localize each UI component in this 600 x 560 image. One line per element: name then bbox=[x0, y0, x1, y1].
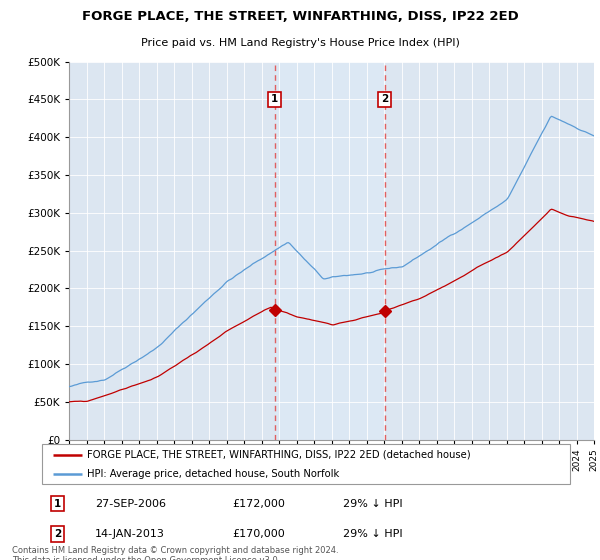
Text: 2: 2 bbox=[54, 529, 61, 539]
Text: FORGE PLACE, THE STREET, WINFARTHING, DISS, IP22 2ED: FORGE PLACE, THE STREET, WINFARTHING, DI… bbox=[82, 11, 518, 24]
Text: £172,000: £172,000 bbox=[232, 498, 285, 508]
Text: FORGE PLACE, THE STREET, WINFARTHING, DISS, IP22 2ED (detached house): FORGE PLACE, THE STREET, WINFARTHING, DI… bbox=[87, 450, 470, 460]
Text: 29% ↓ HPI: 29% ↓ HPI bbox=[343, 498, 403, 508]
Text: 2: 2 bbox=[381, 95, 388, 104]
Text: 29% ↓ HPI: 29% ↓ HPI bbox=[343, 529, 403, 539]
Text: 1: 1 bbox=[271, 95, 278, 104]
Text: 1: 1 bbox=[54, 498, 61, 508]
Text: £170,000: £170,000 bbox=[232, 529, 285, 539]
Bar bbox=[275, 62, 385, 440]
Text: Price paid vs. HM Land Registry's House Price Index (HPI): Price paid vs. HM Land Registry's House … bbox=[140, 38, 460, 48]
Text: 27-SEP-2006: 27-SEP-2006 bbox=[95, 498, 166, 508]
Text: HPI: Average price, detached house, South Norfolk: HPI: Average price, detached house, Sout… bbox=[87, 469, 339, 479]
Text: 14-JAN-2013: 14-JAN-2013 bbox=[95, 529, 164, 539]
Text: Contains HM Land Registry data © Crown copyright and database right 2024.
This d: Contains HM Land Registry data © Crown c… bbox=[12, 546, 338, 560]
